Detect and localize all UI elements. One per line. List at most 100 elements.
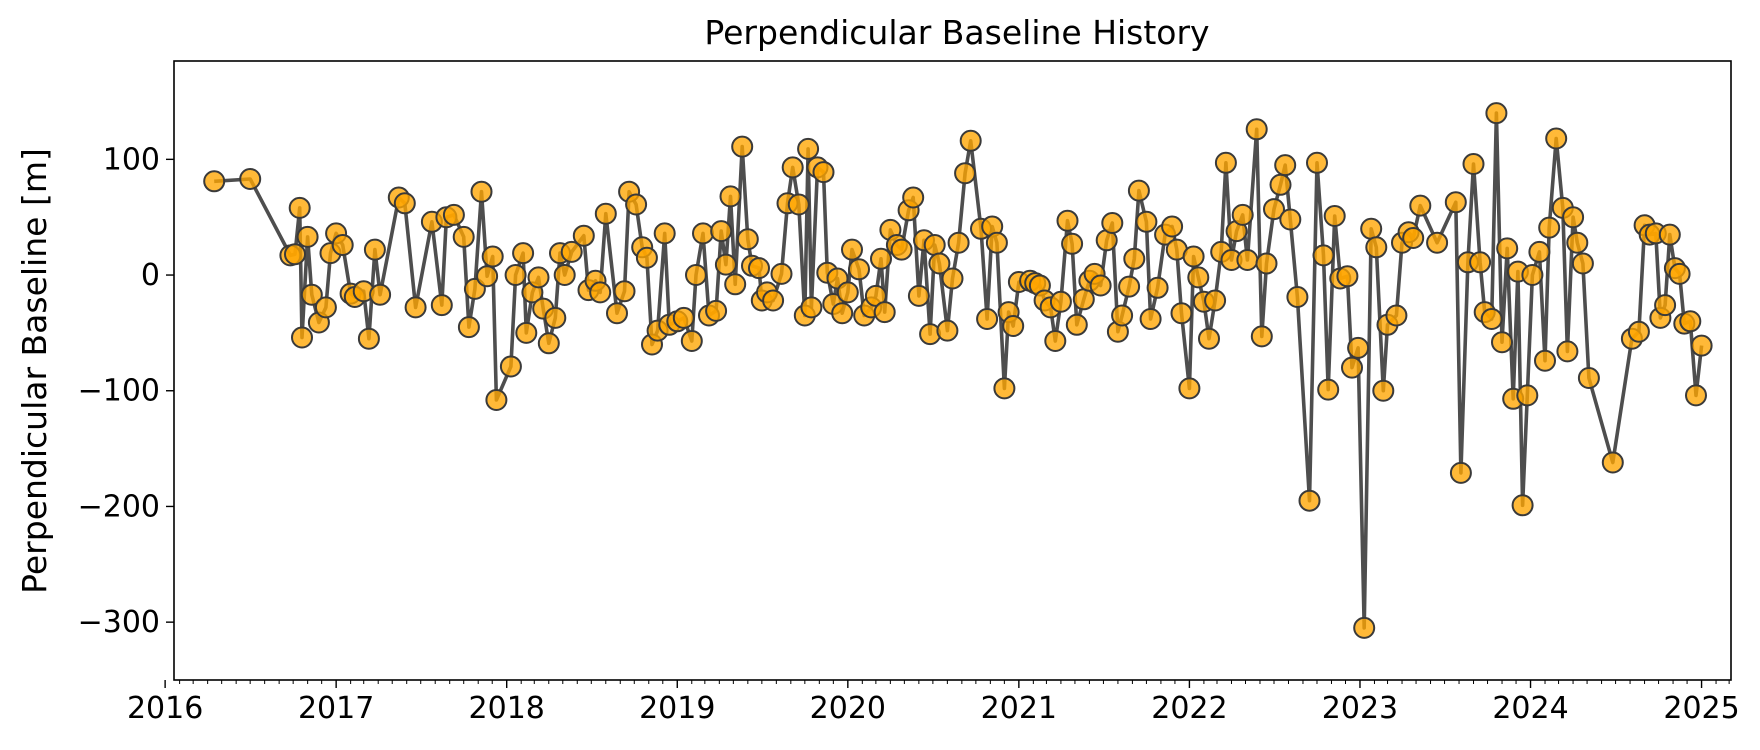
plot-frame — [173, 60, 1732, 681]
data-point — [1577, 367, 1600, 389]
data-point — [452, 225, 475, 248]
data-point — [1341, 356, 1363, 379]
data-point — [710, 220, 733, 243]
data-point — [1204, 289, 1227, 312]
y-axis-label: Perpendicular Baseline [m] — [15, 148, 54, 594]
data-point — [363, 238, 386, 261]
x-tick-label: 2019 — [639, 691, 715, 726]
data-point — [1089, 274, 1112, 297]
data-point — [800, 296, 823, 319]
data-point — [1298, 489, 1321, 512]
data-point — [288, 196, 311, 219]
data-point — [1214, 151, 1237, 174]
x-tick-label: 2024 — [1492, 691, 1568, 726]
data-point — [1566, 231, 1589, 254]
data-point — [762, 289, 785, 312]
data-point — [1521, 264, 1544, 286]
data-point — [300, 283, 323, 306]
data-point — [1044, 330, 1067, 352]
data-point — [291, 326, 313, 349]
x-tick-label: 2021 — [981, 691, 1057, 726]
data-point — [1061, 232, 1084, 255]
data-point — [1317, 378, 1340, 401]
data-point — [705, 299, 728, 322]
data-point — [1182, 245, 1205, 268]
data-point — [907, 284, 930, 307]
y-tick-label: −200 — [78, 489, 160, 524]
data-point — [841, 238, 863, 261]
data-point — [1668, 262, 1691, 285]
x-tick-label: 2017 — [298, 691, 374, 726]
data-point — [1312, 244, 1335, 267]
data-point — [1146, 276, 1169, 299]
data-point — [1127, 179, 1150, 202]
x-tick-label: 2018 — [469, 691, 545, 726]
data-point — [1198, 327, 1220, 350]
data-point — [1556, 340, 1579, 363]
data-point — [594, 202, 617, 225]
chart-title: Perpendicular Baseline History — [704, 13, 1209, 52]
data-point — [504, 264, 527, 286]
data-point — [736, 228, 759, 251]
data-point — [1496, 237, 1519, 260]
data-point — [1360, 217, 1383, 240]
data-point — [1449, 461, 1472, 484]
data-point — [680, 330, 703, 352]
data-point — [1056, 209, 1079, 232]
data-point — [589, 281, 612, 304]
data-point — [947, 231, 970, 254]
data-point — [787, 193, 810, 216]
data-point — [1528, 240, 1551, 263]
data-point — [1347, 336, 1370, 359]
data-point — [902, 186, 925, 209]
data-point — [1187, 266, 1210, 289]
data-point — [1409, 194, 1432, 217]
data-point — [1269, 173, 1292, 196]
data-point — [1274, 154, 1297, 177]
data-point — [993, 377, 1016, 400]
data-point — [314, 296, 337, 319]
data-point — [485, 389, 508, 411]
data-point — [1690, 334, 1713, 357]
data-point — [1101, 212, 1124, 234]
series-line — [214, 111, 1704, 630]
data-point — [685, 264, 707, 286]
data-point — [606, 302, 628, 325]
data-point — [1627, 320, 1650, 343]
data-point — [1245, 118, 1268, 141]
data-point — [476, 265, 499, 288]
data-point — [470, 180, 493, 203]
data-point — [560, 240, 583, 263]
data-point — [1139, 308, 1162, 330]
x-tick-label: 2023 — [1322, 691, 1398, 726]
data-point — [848, 258, 870, 281]
data-point — [1231, 203, 1254, 226]
data-point — [812, 161, 835, 184]
data-point — [870, 247, 892, 270]
data-point — [873, 301, 896, 324]
plot-area: 100 0 −100 −200 −300 2016 2017 2018 2019 2020 2021… — [78, 60, 1740, 726]
data-point — [1372, 379, 1395, 402]
data-point — [1462, 153, 1485, 175]
data-point — [1385, 304, 1408, 327]
data-point — [239, 168, 262, 190]
data-point — [544, 306, 567, 329]
data-point — [1170, 302, 1193, 325]
data-point — [941, 267, 964, 290]
data-point — [1562, 206, 1585, 229]
data-point — [653, 222, 676, 245]
data-point — [1654, 294, 1677, 317]
data-point — [537, 332, 560, 355]
data-point — [572, 224, 595, 247]
data-point — [515, 321, 538, 344]
data-point — [1685, 384, 1707, 407]
data-point — [1679, 310, 1702, 333]
y-tick-label: −300 — [78, 605, 160, 640]
data-point — [1065, 313, 1088, 336]
x-tick-label: 2016 — [127, 691, 203, 726]
data-point — [430, 294, 453, 317]
data-point — [1286, 286, 1309, 308]
data-point — [512, 242, 535, 265]
data-point — [714, 253, 737, 276]
y-tick-label: −100 — [78, 374, 160, 409]
